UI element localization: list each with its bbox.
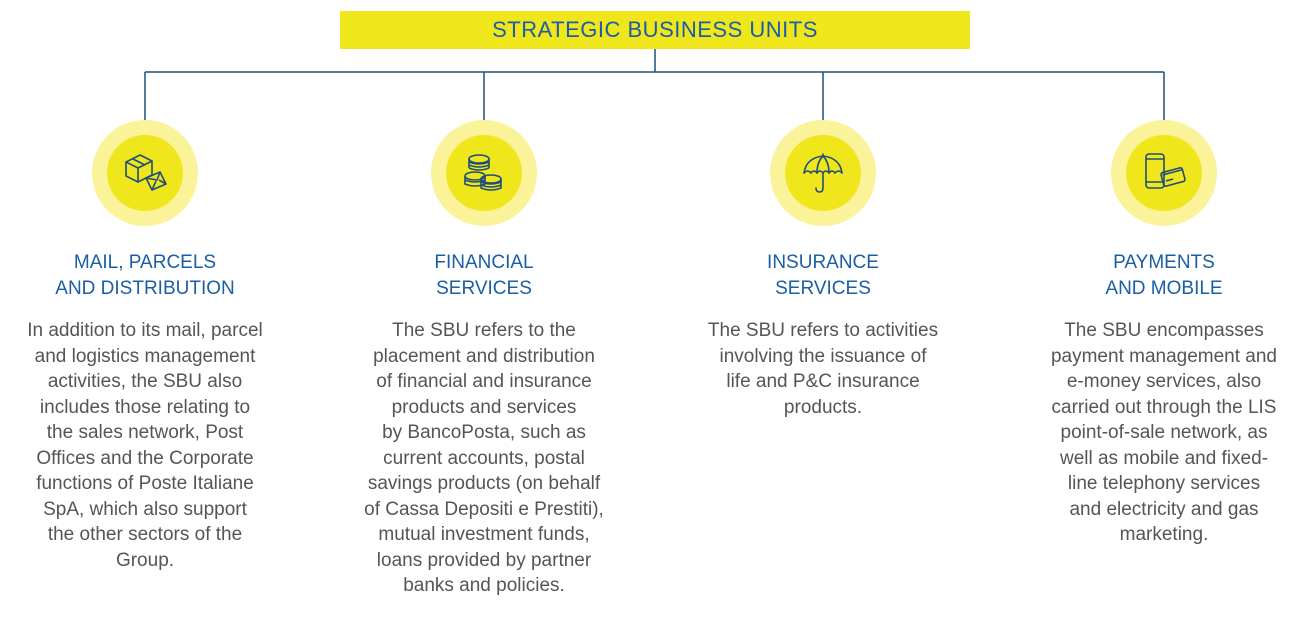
unit-title: INSURANCE SERVICES bbox=[767, 252, 879, 299]
unit-title: MAIL, PARCELS AND DISTRIBUTION bbox=[55, 252, 235, 299]
unit-insurance-services: INSURANCE SERVICES The SBU refers to act… bbox=[668, 0, 978, 643]
coins-icon bbox=[464, 154, 502, 191]
unit-description: The SBU refers to the placement and dist… bbox=[364, 320, 604, 596]
unit-financial-services: FINANCIAL SERVICES The SBU refers to the… bbox=[329, 0, 639, 643]
umbrella-icon bbox=[803, 153, 843, 193]
diagram-title: STRATEGIC BUSINESS UNITS bbox=[340, 11, 970, 49]
unit-description: The SBU refers to activities involving t… bbox=[707, 320, 939, 418]
parcel-mail-icon bbox=[125, 154, 167, 191]
unit-icon-badge bbox=[431, 120, 537, 226]
unit-icon-badge bbox=[770, 120, 876, 226]
diagram-title-text: STRATEGIC BUSINESS UNITS bbox=[492, 17, 818, 42]
unit-payments-mobile: PAYMENTS AND MOBILE The SBU encompasses … bbox=[1009, 0, 1309, 643]
unit-icon-badge bbox=[92, 120, 198, 226]
unit-icon-badge bbox=[1111, 120, 1217, 226]
unit-description: In addition to its mail, parcel and logi… bbox=[27, 320, 263, 571]
unit-mail-parcels: MAIL, PARCELS AND DISTRIBUTION In additi… bbox=[0, 0, 300, 643]
unit-title: PAYMENTS AND MOBILE bbox=[1105, 252, 1223, 299]
unit-description: The SBU encompasses payment management a… bbox=[1050, 320, 1278, 545]
phone-card-icon bbox=[1145, 153, 1186, 189]
unit-title: FINANCIAL SERVICES bbox=[434, 252, 534, 299]
